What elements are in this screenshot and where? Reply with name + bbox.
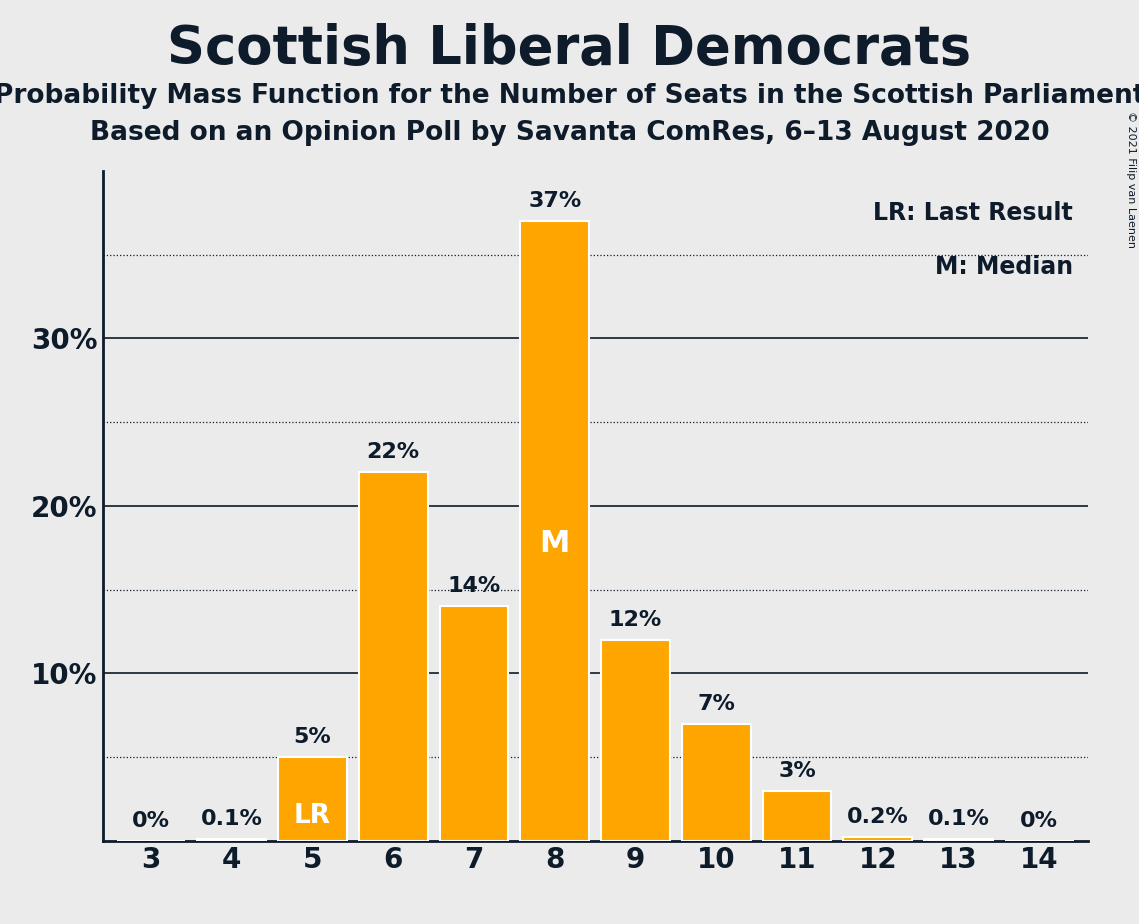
Text: 7%: 7% [697,694,735,713]
Text: 0.1%: 0.1% [927,809,990,829]
Text: 12%: 12% [609,610,662,630]
Text: 3%: 3% [778,760,816,781]
Text: Scottish Liberal Democrats: Scottish Liberal Democrats [167,23,972,75]
Text: 22%: 22% [367,443,420,462]
Text: Based on an Opinion Poll by Savanta ComRes, 6–13 August 2020: Based on an Opinion Poll by Savanta ComR… [90,120,1049,146]
Bar [763,791,831,841]
Bar [601,640,670,841]
Bar [440,606,508,841]
Bar [359,472,427,841]
Text: Probability Mass Function for the Number of Seats in the Scottish Parliament: Probability Mass Function for the Number… [0,83,1139,109]
Text: 5%: 5% [294,727,331,747]
Text: 0%: 0% [1021,810,1058,831]
Bar [682,723,751,841]
Text: 14%: 14% [448,577,501,596]
Text: 37%: 37% [528,191,581,212]
Text: LR: LR [294,803,331,829]
Text: © 2021 Filip van Laenen: © 2021 Filip van Laenen [1126,111,1136,248]
Text: 0.1%: 0.1% [200,809,263,829]
Bar [278,757,346,841]
Text: M: Median: M: Median [935,255,1073,279]
Bar [197,839,267,841]
Text: 0.2%: 0.2% [847,808,909,828]
Text: M: M [540,529,570,558]
Bar [924,839,993,841]
Bar [844,837,912,841]
Bar [521,221,589,841]
Text: LR: Last Result: LR: Last Result [874,201,1073,225]
Text: 0%: 0% [132,810,170,831]
